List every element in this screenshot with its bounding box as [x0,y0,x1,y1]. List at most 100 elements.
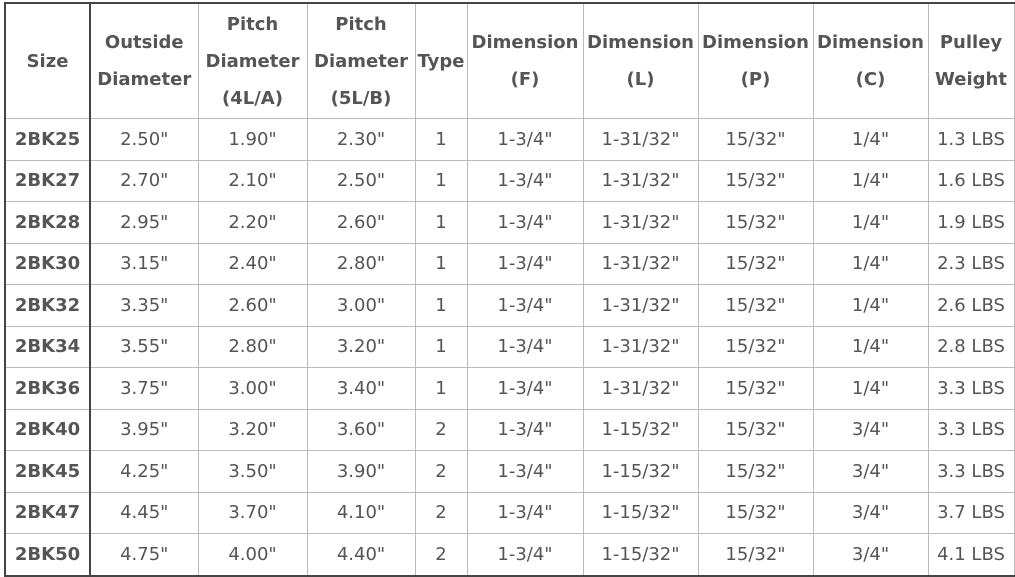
table-cell: 2BK45 [4,450,91,493]
table-cell: 15/32" [697,159,814,202]
table-row: 2BK25 2.50" 1.90" 2.30" 1 1-3/4" 1-31/32" 15/32… [4,118,1015,161]
table-row: 2BK50 4.75" 4.00" 4.40" 2 1-3/4" 1-15/32" 15/32… [4,533,1015,577]
table-cell: 2.8 LBS [927,325,1015,368]
header-line: Diameter [97,69,192,90]
table-cell: 2BK36 [4,367,91,410]
table-cell: 2.10" [197,159,308,202]
table-cell: 2BK50 [4,533,91,577]
column-header: Outside Diameter [89,2,199,119]
table-cell: 1 [414,284,468,327]
table-cell: 3.40" [306,367,416,410]
table-cell: 1-3/4" [466,201,584,244]
table-row: 2BK32 3.35" 2.60" 3.00" 1 1-3/4" 1-31/32" 15/32… [4,284,1015,327]
table-cell: 15/32" [697,367,814,410]
table-cell: 1 [414,367,468,410]
table-cell: 1.3 LBS [927,118,1015,161]
table-cell: 2.6 LBS [927,284,1015,327]
table-row: 2BK45 4.25" 3.50" 3.90" 2 1-3/4" 1-15/32" 15/32… [4,450,1015,493]
table-cell: 1-3/4" [466,491,584,534]
table-cell: 1/4" [812,201,929,244]
header-line: Pitch [335,13,387,35]
column-header: Size [4,2,91,119]
table-row: 2BK47 4.45" 3.70" 4.10" 2 1-3/4" 1-15/32" 15/32… [4,491,1015,534]
table-cell: 1-31/32" [582,201,699,244]
table-cell: 1-31/32" [582,118,699,161]
table-cell: 2BK25 [4,118,91,161]
table-cell: 3.95" [89,408,199,451]
table-cell: 1 [414,159,468,202]
table-cell: 3.3 LBS [927,367,1015,410]
table-body: 2BK25 2.50" 1.90" 2.30" 1 1-3/4" 1-31/32" 15/32… [4,118,1015,577]
table-cell: 1.9 LBS [927,201,1015,244]
table-cell: 1/4" [812,242,929,285]
table-row: 2BK34 3.55" 2.80" 3.20" 1 1-3/4" 1-31/32" 15/32… [4,325,1015,368]
header-row: Size Outside Diameter Pitch Diameter (4L/A) Pi… [4,2,1015,119]
table-cell: 1-3/4" [466,533,584,577]
header-line: Pulley [939,32,1003,53]
table-cell: 2.95" [89,201,199,244]
table-row: 2BK27 2.70" 2.10" 2.50" 1 1-3/4" 1-31/32" 15/32… [4,159,1015,202]
table-cell: 3.55" [89,325,199,368]
table-cell: 2BK34 [4,325,91,368]
table-cell: 1/4" [812,118,929,161]
table-cell: 1 [414,118,468,161]
table-cell: 15/32" [697,408,814,451]
header-line: (4L/A) [222,87,283,109]
table-cell: 3/4" [812,491,929,534]
header-line: Outside [104,32,184,53]
table-cell: 1-3/4" [466,450,584,493]
table-cell: 3.35" [89,284,199,327]
table-cell: 1-15/32" [582,408,699,451]
table-cell: 1.90" [197,118,308,161]
table-cell: 15/32" [697,325,814,368]
table-cell: 15/32" [697,533,814,577]
table-cell: 3/4" [812,450,929,493]
header-line: Dimension [471,32,579,53]
table-cell: 1 [414,242,468,285]
table-cell: 3.15" [89,242,199,285]
table-cell: 4.45" [89,491,199,534]
table-row: 2BK40 3.95" 3.20" 3.60" 2 1-3/4" 1-15/32" 15/32… [4,408,1015,451]
table-cell: 2BK40 [4,408,91,451]
table-cell: 15/32" [697,284,814,327]
table-cell: 4.25" [89,450,199,493]
table-cell: 1/4" [812,159,929,202]
table-cell: 1-3/4" [466,325,584,368]
table-cell: 15/32" [697,201,814,244]
table-cell: 2.50" [306,159,416,202]
table-cell: 2.40" [197,242,308,285]
header-line: Diameter [314,50,408,72]
table-cell: 2.60" [197,284,308,327]
column-header: Dimension (F) [466,2,584,119]
table-cell: 1 [414,201,468,244]
table-cell: 1-3/4" [466,367,584,410]
table-cell: 1 [414,325,468,368]
column-header: Dimension (L) [582,2,699,119]
table-row: 2BK36 3.75" 3.00" 3.40" 1 1-3/4" 1-31/32" 15/32… [4,367,1015,410]
table-cell: 4.40" [306,533,416,577]
table-cell: 1-31/32" [582,159,699,202]
column-header: Type [414,2,468,119]
column-header: Pulley Weight [927,2,1015,119]
header-line: (C) [855,69,886,90]
table-cell: 1/4" [812,367,929,410]
table-cell: 2.3 LBS [927,242,1015,285]
table-cell: 3.20" [306,325,416,368]
table-cell: 15/32" [697,450,814,493]
header-line: Diameter [205,50,300,72]
table-cell: 1-3/4" [466,242,584,285]
table-cell: 2BK28 [4,201,91,244]
table-cell: 1-15/32" [582,491,699,534]
table-cell: 2.80" [197,325,308,368]
table-row: 2BK30 3.15" 2.40" 2.80" 1 1-3/4" 1-31/32" 15/32… [4,242,1015,285]
spec-table: Size Outside Diameter Pitch Diameter (4L/A) Pi… [4,2,1015,577]
column-header: Pitch Diameter (5L/B) [306,2,416,119]
table-cell: 2.80" [306,242,416,285]
table-cell: 1-31/32" [582,325,699,368]
column-header: Pitch Diameter (4L/A) [197,2,308,119]
table-cell: 1-3/4" [466,159,584,202]
table-cell: 2BK27 [4,159,91,202]
table-cell: 1-15/32" [582,533,699,577]
table-cell: 4.75" [89,533,199,577]
